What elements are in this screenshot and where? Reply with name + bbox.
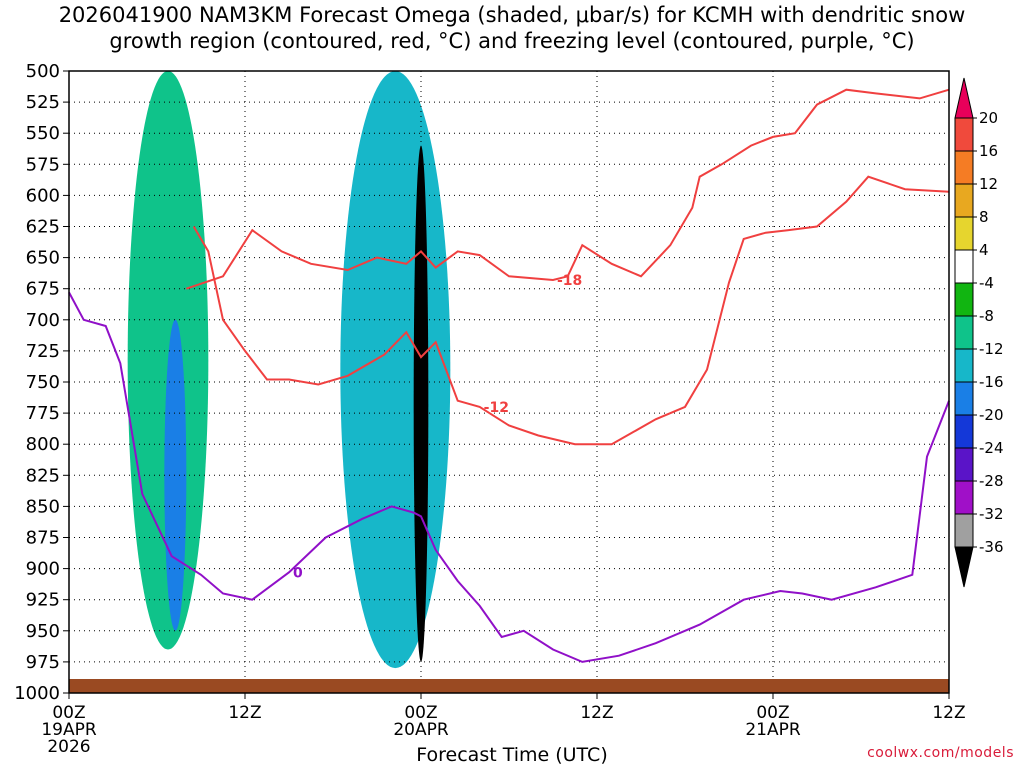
y-tick-label-625: 625	[26, 217, 60, 238]
chart-title-line2: growth region (contoured, red, °C) and f…	[109, 29, 915, 53]
y-tick-label-1000: 1000	[14, 683, 60, 704]
terrain-strip	[69, 679, 949, 693]
x-tick-label-0-2: 2026	[47, 737, 90, 757]
colorbar-swatch-12	[954, 480, 974, 515]
colorbar-swatch-2	[954, 150, 974, 185]
y-tick-label-650: 650	[26, 248, 60, 269]
x-tick-label-60-0: 12Z	[932, 703, 965, 723]
colorbar-swatch-5	[954, 249, 974, 284]
contour-label--18: -18	[557, 273, 582, 289]
colorbar-label-10: -24	[979, 439, 1004, 457]
y-tick-label-925: 925	[26, 590, 60, 611]
omega-region-7	[927, 230, 949, 358]
x-tick-label-24-0: 00Z	[404, 703, 437, 723]
y-tick-label-575: 575	[26, 154, 60, 175]
colorbar-label-2: 12	[979, 175, 998, 193]
colorbar-swatch-3	[954, 183, 974, 218]
y-tick-label-900: 900	[26, 559, 60, 580]
x-tick-label-12-0: 12Z	[228, 703, 261, 723]
x-tick-label-0-1: 19APR	[41, 720, 97, 740]
credit-link[interactable]: coolwx.com/models	[867, 745, 1014, 761]
x-tick-label-0-0: 00Z	[52, 703, 85, 723]
colorbar-top-arrow	[954, 77, 974, 119]
y-tick-label-875: 875	[26, 528, 60, 549]
grid-lines	[69, 71, 949, 693]
colorbar: 20 16 12 8 4 -4 -8 -12 -16 -20 -24 -28 -32 -36	[954, 77, 1004, 588]
y-tick-label-975: 975	[26, 652, 60, 673]
colorbar-swatch-4	[954, 216, 974, 251]
colorbar-label-9: -20	[979, 406, 1004, 424]
y-tick-label-525: 525	[26, 92, 60, 113]
colorbar-swatch-13	[954, 513, 974, 548]
y-tick-label-850: 850	[26, 496, 60, 517]
contour-label-0: 0	[293, 565, 303, 581]
y-tick-label-775: 775	[26, 403, 60, 424]
x-tick-label-36-0: 12Z	[580, 703, 613, 723]
chart-title-line1: 2026041900 NAM3KM Forecast Omega (shaded…	[58, 3, 966, 27]
x-tick-label-24-1: 20APR	[393, 720, 449, 740]
x-tick-label-48-0: 00Z	[756, 703, 789, 723]
colorbar-label-0: 20	[979, 109, 998, 127]
y-tick-label-500: 500	[26, 61, 60, 82]
y-tick-label-675: 675	[26, 279, 60, 300]
y-tick-label-700: 700	[26, 310, 60, 331]
contour--12	[192, 175, 950, 446]
colorbar-swatch-8	[954, 348, 974, 383]
y-tick-label-600: 600	[26, 185, 60, 206]
omega-region-5	[575, 71, 590, 127]
colorbar-swatch-11	[954, 447, 974, 482]
y-tick-label-725: 725	[26, 341, 60, 362]
colorbar-swatch-9	[954, 381, 974, 416]
colorbar-swatch-1	[954, 117, 974, 152]
colorbar-label-5: -4	[979, 274, 994, 292]
colorbar-label-1: 16	[979, 142, 998, 160]
colorbar-label-11: -28	[979, 472, 1004, 490]
contour-label--12: -12	[484, 400, 509, 416]
x-tick-label-48-1: 21APR	[745, 720, 801, 740]
y-tick-label-800: 800	[26, 434, 60, 455]
colorbar-label-3: 8	[979, 208, 989, 226]
colorbar-swatch-7	[954, 315, 974, 350]
colorbar-bottom-arrow	[954, 546, 974, 588]
colorbar-label-13: -36	[979, 538, 1004, 556]
contour-0	[68, 291, 950, 663]
x-axis-label: Forecast Time (UTC)	[416, 744, 608, 766]
y-tick-label-950: 950	[26, 621, 60, 642]
colorbar-label-7: -12	[979, 340, 1004, 358]
omega-region-3	[413, 145, 429, 662]
y-tick-label-550: 550	[26, 123, 60, 144]
colorbar-label-4: 4	[979, 241, 989, 259]
y-tick-label-750: 750	[26, 372, 60, 393]
colorbar-label-6: -8	[979, 307, 994, 325]
contour--18	[185, 88, 950, 290]
y-tick-label-825: 825	[26, 465, 60, 486]
colorbar-swatch-6	[954, 282, 974, 317]
colorbar-label-8: -16	[979, 373, 1004, 391]
colorbar-label-12: -32	[979, 505, 1004, 523]
omega-region-4	[479, 382, 539, 606]
colorbar-swatch-10	[954, 414, 974, 449]
omega-region-1	[164, 319, 187, 631]
